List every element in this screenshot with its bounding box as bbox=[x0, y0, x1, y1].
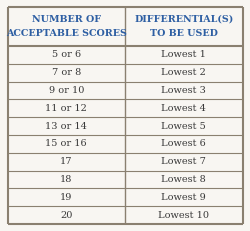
Text: 9 or 10: 9 or 10 bbox=[48, 86, 84, 95]
Text: Lowest 6: Lowest 6 bbox=[162, 140, 206, 149]
Text: Lowest 2: Lowest 2 bbox=[161, 68, 206, 77]
Text: Lowest 8: Lowest 8 bbox=[162, 175, 206, 184]
Text: 7 or 8: 7 or 8 bbox=[52, 68, 81, 77]
Text: Lowest 10: Lowest 10 bbox=[158, 211, 209, 220]
Text: 17: 17 bbox=[60, 157, 72, 166]
Text: Lowest 7: Lowest 7 bbox=[161, 157, 206, 166]
Text: 15 or 16: 15 or 16 bbox=[46, 140, 87, 149]
Text: 19: 19 bbox=[60, 193, 72, 202]
Text: Lowest 3: Lowest 3 bbox=[161, 86, 206, 95]
Text: 18: 18 bbox=[60, 175, 72, 184]
Text: DIFFERENTIAL(S): DIFFERENTIAL(S) bbox=[134, 15, 234, 24]
Text: 11 or 12: 11 or 12 bbox=[45, 104, 87, 113]
Text: Lowest 5: Lowest 5 bbox=[162, 122, 206, 131]
Text: NUMBER OF: NUMBER OF bbox=[32, 15, 101, 24]
Text: Lowest 1: Lowest 1 bbox=[161, 51, 206, 60]
Text: 20: 20 bbox=[60, 211, 72, 220]
Bar bbox=[8, 7, 242, 46]
Text: 13 or 14: 13 or 14 bbox=[45, 122, 87, 131]
Text: Lowest 4: Lowest 4 bbox=[161, 104, 206, 113]
Text: ACCEPTABLE SCORES: ACCEPTABLE SCORES bbox=[6, 29, 127, 38]
Text: 5 or 6: 5 or 6 bbox=[52, 51, 81, 60]
Text: TO BE USED: TO BE USED bbox=[150, 29, 218, 38]
Text: Lowest 9: Lowest 9 bbox=[162, 193, 206, 202]
